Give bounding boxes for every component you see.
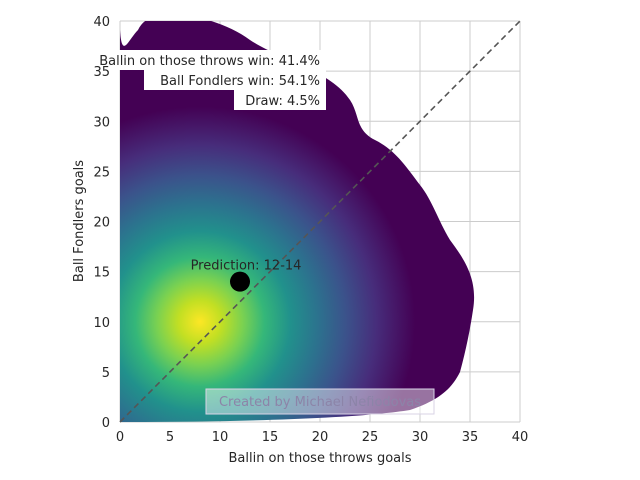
y-axis-ticks: 0 5 10 15 20 25 30 35 40 — [93, 15, 110, 431]
y-tick-label-2: 10 — [93, 316, 110, 331]
y-tick-label-1: 5 — [102, 366, 110, 381]
y-tick-label-8: 40 — [93, 15, 110, 30]
prediction-point — [230, 271, 250, 292]
credit-watermark: Created by Michael Nefiodovas — [205, 388, 435, 415]
prediction-label: Prediction: 12-14 — [191, 259, 302, 274]
x-tick-label-4: 20 — [312, 430, 329, 445]
density-region — [120, 21, 475, 422]
x-tick-label-7: 35 — [462, 430, 479, 445]
x-tick-label-2: 10 — [212, 430, 229, 445]
x-tick-label-8: 40 — [512, 430, 529, 445]
win-probability-annotations: Ballin on those throws win: 41.4% Ball F… — [86, 50, 326, 110]
y-tick-label-7: 35 — [93, 65, 110, 80]
annotation-team2-win: Ball Fondlers win: 54.1% — [160, 74, 320, 89]
annotation-draw: Draw: 4.5% — [245, 94, 320, 109]
credit-text: Created by Michael Nefiodovas — [219, 395, 421, 410]
x-tick-label-6: 30 — [412, 430, 429, 445]
y-tick-label-4: 20 — [93, 216, 110, 231]
x-tick-label-1: 5 — [166, 430, 174, 445]
x-axis-ticks: 0 5 10 15 20 25 30 35 40 — [116, 430, 528, 445]
y-tick-label-3: 15 — [93, 266, 110, 281]
y-tick-label-0: 0 — [102, 416, 110, 431]
x-tick-label-3: 15 — [262, 430, 279, 445]
diagonal-line — [119, 20, 521, 423]
x-tick-label-0: 0 — [116, 430, 124, 445]
x-axis-label: Ballin on those throws goals — [228, 451, 411, 466]
y-tick-label-5: 25 — [93, 165, 110, 180]
y-axis-label: Ball Fondlers goals — [72, 160, 87, 282]
annotation-team1-win: Ballin on those throws win: 41.4% — [99, 54, 320, 69]
y-tick-label-6: 30 — [93, 115, 110, 130]
x-tick-label-5: 25 — [362, 430, 379, 445]
